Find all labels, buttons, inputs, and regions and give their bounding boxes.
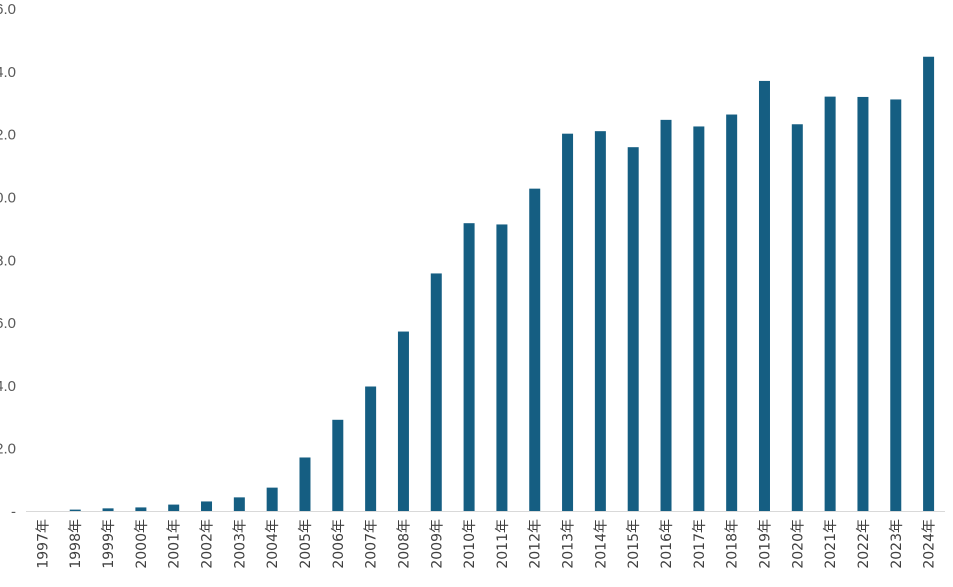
- bar: [529, 188, 541, 512]
- x-tick-label: 2003年: [232, 519, 248, 569]
- bar: [726, 114, 738, 512]
- bar: [201, 501, 213, 512]
- y-tick-label: 2.0: [0, 441, 16, 458]
- y-tick-label: 16.0: [0, 1, 16, 18]
- bar: [562, 133, 574, 512]
- bar: [923, 56, 935, 512]
- bar: [266, 487, 278, 512]
- x-tick-label: 2008年: [396, 519, 412, 569]
- y-tick-label: 4.0: [0, 378, 16, 395]
- bar: [463, 223, 475, 512]
- x-tick-label: 2000年: [134, 519, 150, 569]
- x-axis-labels: 1997年 1998年 1999年 2000年 2001年 2002年 2003年 2004年…: [35, 519, 937, 569]
- x-tick-label: 1998年: [68, 519, 84, 569]
- bar: [594, 131, 606, 512]
- x-tick-label: 2019年: [757, 519, 773, 569]
- x-tick-label: 2017年: [692, 519, 708, 569]
- x-tick-label: 2007年: [364, 519, 380, 569]
- bar: [660, 119, 672, 512]
- bar: [102, 508, 114, 512]
- bar: [857, 96, 869, 512]
- x-tick-label: 2011年: [495, 519, 511, 569]
- bar: [135, 507, 147, 512]
- y-tick-label: 10.0: [0, 189, 16, 206]
- bar: [233, 497, 245, 512]
- x-tick-label: 2015年: [626, 519, 642, 569]
- bar: [430, 273, 442, 512]
- y-tick-label: 6.0: [0, 315, 16, 332]
- x-tick-label: 2006年: [331, 519, 347, 569]
- bar: [693, 126, 705, 512]
- x-tick-label: 2014年: [593, 519, 609, 569]
- bar: [365, 386, 377, 512]
- x-tick-label: 2020年: [790, 519, 806, 569]
- x-tick-label: 2016年: [659, 519, 675, 569]
- bar: [299, 457, 311, 512]
- bar: [758, 80, 770, 512]
- x-tick-label: 1999年: [101, 519, 117, 569]
- x-tick-label: 2002年: [200, 519, 216, 569]
- bar: [824, 96, 836, 512]
- x-tick-label: 1997年: [35, 519, 51, 569]
- y-tick-label: -: [11, 504, 16, 521]
- x-tick-label: 2001年: [167, 519, 183, 569]
- bar: [890, 99, 902, 512]
- x-tick-label: 2010年: [462, 519, 478, 569]
- x-tick-label: 2004年: [265, 519, 281, 569]
- y-tick-label: 14.0: [0, 64, 16, 81]
- y-axis-ticks: - 2.0 4.0 6.0 8.0 10.0 12.0 14.0 16.0: [0, 1, 16, 521]
- x-tick-label: 2013年: [561, 519, 577, 569]
- bar: [496, 224, 508, 512]
- bars: [69, 56, 935, 512]
- x-tick-label: 2012年: [528, 519, 544, 569]
- bar: [168, 504, 180, 512]
- x-tick-label: 2021年: [823, 519, 839, 569]
- bar: [397, 331, 409, 512]
- x-tick-label: 2023年: [889, 519, 905, 569]
- x-tick-label: 2022年: [856, 519, 872, 569]
- y-tick-label: 12.0: [0, 127, 16, 144]
- x-tick-label: 2009年: [429, 519, 445, 569]
- x-tick-label: 2005年: [298, 519, 314, 569]
- bar: [332, 419, 344, 512]
- x-tick-label: 2024年: [922, 519, 938, 569]
- bar: [627, 147, 639, 512]
- x-tick-label: 2018年: [725, 519, 741, 569]
- bar: [791, 124, 803, 512]
- bar: [69, 509, 81, 512]
- y-tick-label: 8.0: [0, 252, 16, 269]
